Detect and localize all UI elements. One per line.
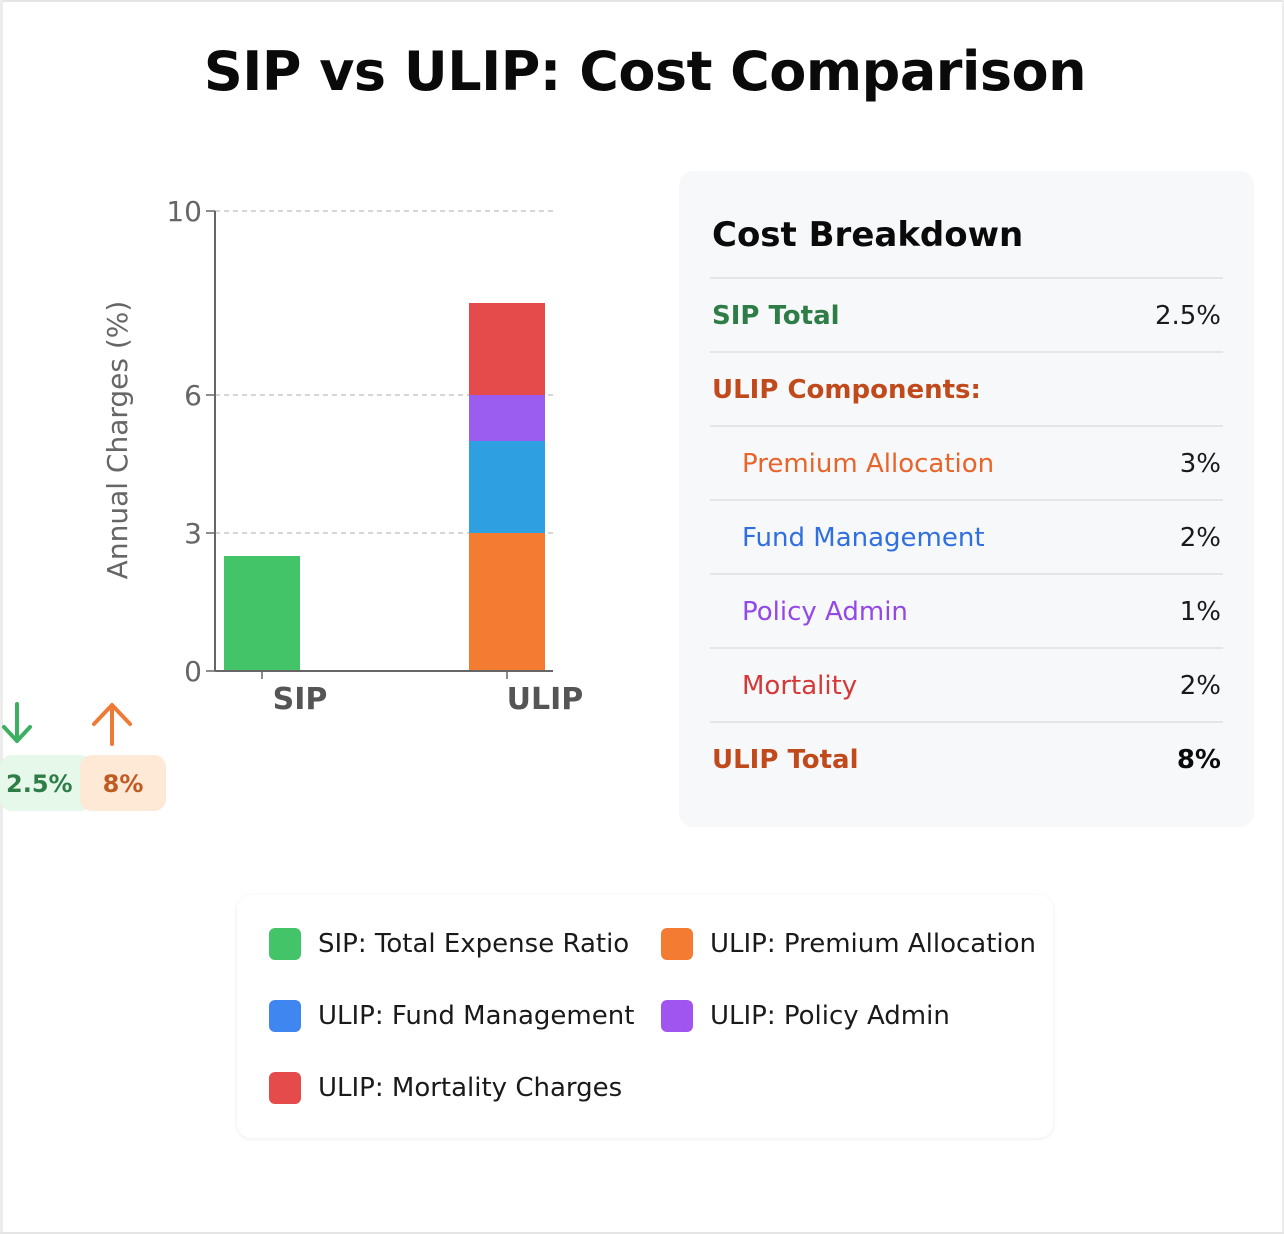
bar-segment <box>469 441 545 533</box>
component-row-mortality: Mortality 2% <box>710 647 1223 720</box>
arrow-down-icon <box>2 702 32 743</box>
sip-total-label: SIP Total <box>712 301 840 331</box>
y-tick-label: 6 <box>184 379 202 412</box>
page-title: SIP vs ULIP: Cost Comparison <box>203 40 1087 103</box>
x-tick-label: SIP <box>273 682 328 717</box>
component-row-fund: Fund Management 2% <box>710 499 1223 572</box>
component-value: 2% <box>1179 671 1221 701</box>
component-value: 3% <box>1179 449 1221 479</box>
panel-title: Cost Breakdown <box>712 215 1024 255</box>
component-label: Mortality <box>742 671 858 701</box>
sip-total-badge: 2.5% <box>0 755 92 811</box>
sip-total-value: 2.5% <box>1154 301 1221 331</box>
bar-segment <box>469 395 545 441</box>
legend-label: ULIP: Policy Admin <box>710 1001 950 1031</box>
chart-legend: SIP: Total Expense Ratio ULIP: Premium A… <box>237 895 1053 1138</box>
component-row-admin: Policy Admin 1% <box>710 573 1223 646</box>
legend-label: ULIP: Fund Management <box>318 1001 635 1031</box>
legend-swatch <box>269 1072 301 1104</box>
y-axis-label: Annual Charges (%) <box>101 301 134 580</box>
ulip-components-label: ULIP Components: <box>712 375 981 405</box>
bar-segment <box>224 556 300 671</box>
ulip-total-value: 8% <box>1176 745 1221 775</box>
y-tick-label: 3 <box>184 517 202 550</box>
legend-label: ULIP: Mortality Charges <box>318 1073 623 1103</box>
ulip-total-row: ULIP Total 8% <box>710 721 1223 794</box>
component-value: 1% <box>1179 597 1221 627</box>
ulip-total-badge: 8% <box>80 755 166 811</box>
y-ticks: 0 3 6 10 <box>166 195 215 688</box>
x-categories: SIP ULIP <box>273 682 584 717</box>
bar-segment <box>469 533 545 671</box>
legend-swatch <box>269 928 301 960</box>
ulip-total-label: ULIP Total <box>712 745 859 775</box>
sip-total-row: SIP Total 2.5% <box>710 277 1223 350</box>
y-tick-label: 0 <box>184 655 202 688</box>
legend-label: ULIP: Premium Allocation <box>710 929 1037 959</box>
legend-label: SIP: Total Expense Ratio <box>318 929 630 959</box>
axes <box>214 211 553 679</box>
component-label: Premium Allocation <box>742 449 995 479</box>
component-value: 2% <box>1179 523 1221 553</box>
y-tick-label: 10 <box>166 195 202 228</box>
component-label: Fund Management <box>742 523 985 553</box>
cost-breakdown-panel: Cost Breakdown SIP Total 2.5% ULIP Compo… <box>679 171 1254 827</box>
component-row-premium: Premium Allocation 3% <box>710 425 1223 498</box>
bar-series <box>224 303 545 671</box>
bar-segment <box>469 303 545 395</box>
legend-swatch <box>661 1000 693 1032</box>
bar-chart: 0 3 6 10 SIP ULIP Annual Charges (%) <box>101 195 584 717</box>
legend-swatch <box>661 928 693 960</box>
ulip-components-header: ULIP Components: <box>710 351 1223 424</box>
legend-swatch <box>269 1000 301 1032</box>
component-label: Policy Admin <box>742 597 908 627</box>
x-tick-label: ULIP <box>507 682 584 717</box>
arrow-up-icon <box>92 703 132 746</box>
